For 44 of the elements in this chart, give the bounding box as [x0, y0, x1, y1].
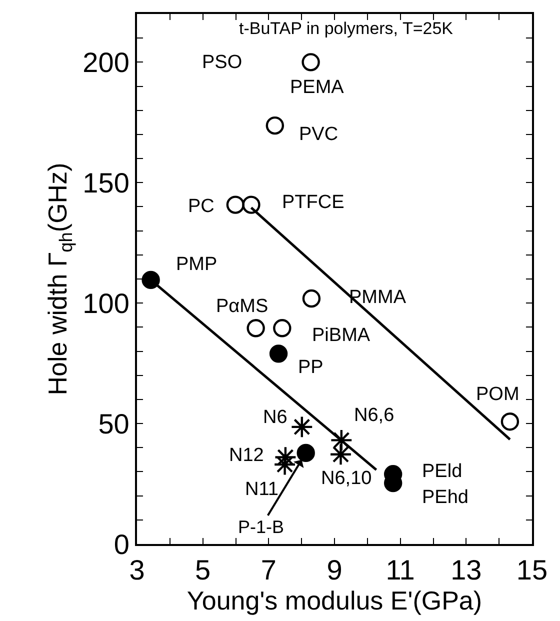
- annotation: PTFCE: [282, 192, 344, 213]
- y-tick-label: 50: [98, 408, 130, 440]
- point: [242, 196, 260, 214]
- x-tick-label: 9: [326, 554, 342, 586]
- point: [246, 319, 265, 338]
- point: [302, 289, 321, 308]
- point: [273, 319, 292, 338]
- annotation: PC: [188, 196, 214, 217]
- annotation: PαMS: [216, 296, 268, 317]
- annotation: PEhd: [422, 487, 468, 508]
- annotation: PMMA: [349, 287, 406, 308]
- annotation: PVC: [299, 124, 338, 145]
- x-axis-title: Young's modulus E'(GPa): [186, 586, 482, 616]
- annotation: N11: [245, 479, 278, 500]
- annotation: N6: [263, 407, 288, 428]
- annotation: N6,6: [354, 405, 394, 426]
- x-tick-label: 11: [386, 554, 415, 586]
- point: [142, 270, 160, 290]
- annotation: PEMA: [290, 77, 344, 98]
- y-tick-label: 100: [82, 288, 130, 319]
- y-tick-label: 150: [82, 167, 130, 198]
- y-tick-label: 0: [114, 528, 130, 560]
- point: [269, 344, 288, 363]
- annotation: PEld: [422, 461, 462, 482]
- annotation: PSO: [202, 52, 242, 73]
- y-tick-label: 200: [82, 46, 130, 78]
- annotation: N6,10: [321, 468, 372, 489]
- x-tick-label: 13: [450, 554, 482, 586]
- point: [500, 412, 520, 431]
- annotation: N12: [229, 445, 264, 466]
- annotation: POM: [476, 384, 520, 405]
- point: [226, 196, 245, 214]
- annotation: PiBMA: [312, 325, 370, 346]
- x-tick-label: 3: [129, 554, 145, 586]
- x-tick-label: 15: [516, 554, 548, 586]
- x-tick-label: 5: [195, 554, 211, 586]
- point: [302, 53, 320, 72]
- point: [266, 116, 284, 135]
- chart-title: t-BuTAP in polymers, T=25K: [239, 19, 454, 38]
- x-tick-label: 7: [260, 554, 276, 586]
- annotation: PMP: [176, 254, 218, 275]
- annotation: P-1-B: [238, 517, 284, 537]
- point: [296, 444, 315, 462]
- annotation: PP: [298, 357, 324, 378]
